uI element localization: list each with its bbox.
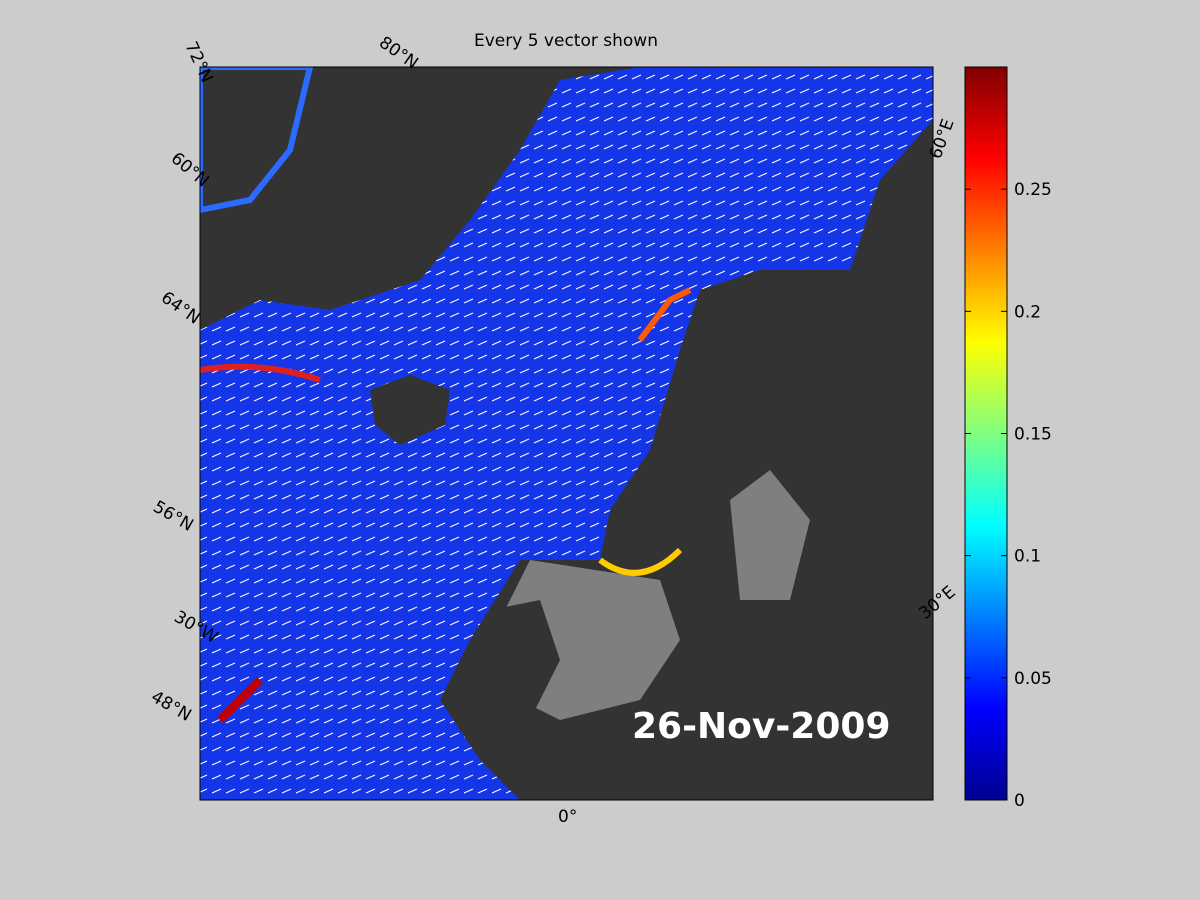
title: Every 5 vector shown [474,31,658,51]
map-label: 64°N [157,288,204,329]
map [200,67,933,800]
current [200,363,321,383]
scandinavia [620,270,933,600]
baltic [730,470,810,600]
map-label: 48°N [148,687,195,726]
greenland-coast [200,67,314,214]
colorbar-tick-label: 0.05 [1014,669,1052,689]
colorbar-tick-label: 0 [1014,791,1025,811]
greenland [200,67,310,210]
current [637,287,692,342]
map-label: 56°N [150,497,197,536]
current [217,677,263,723]
map-label: 72°N [180,39,216,86]
colorbar-tick-label: 0.2 [1014,302,1041,322]
colorbar [964,66,1008,801]
colorbar-tick-label: 0.15 [1014,425,1052,445]
vectors [200,67,933,800]
iceland [370,375,450,445]
britain [470,600,560,720]
map-frame [199,66,934,801]
colorbar-tick-label: 0.1 [1014,547,1041,567]
current [598,547,683,576]
map-label: 0° [558,807,577,827]
date-label: 26-Nov-2009 [632,706,891,747]
colorbar-tick-label: 0.25 [1014,180,1052,200]
